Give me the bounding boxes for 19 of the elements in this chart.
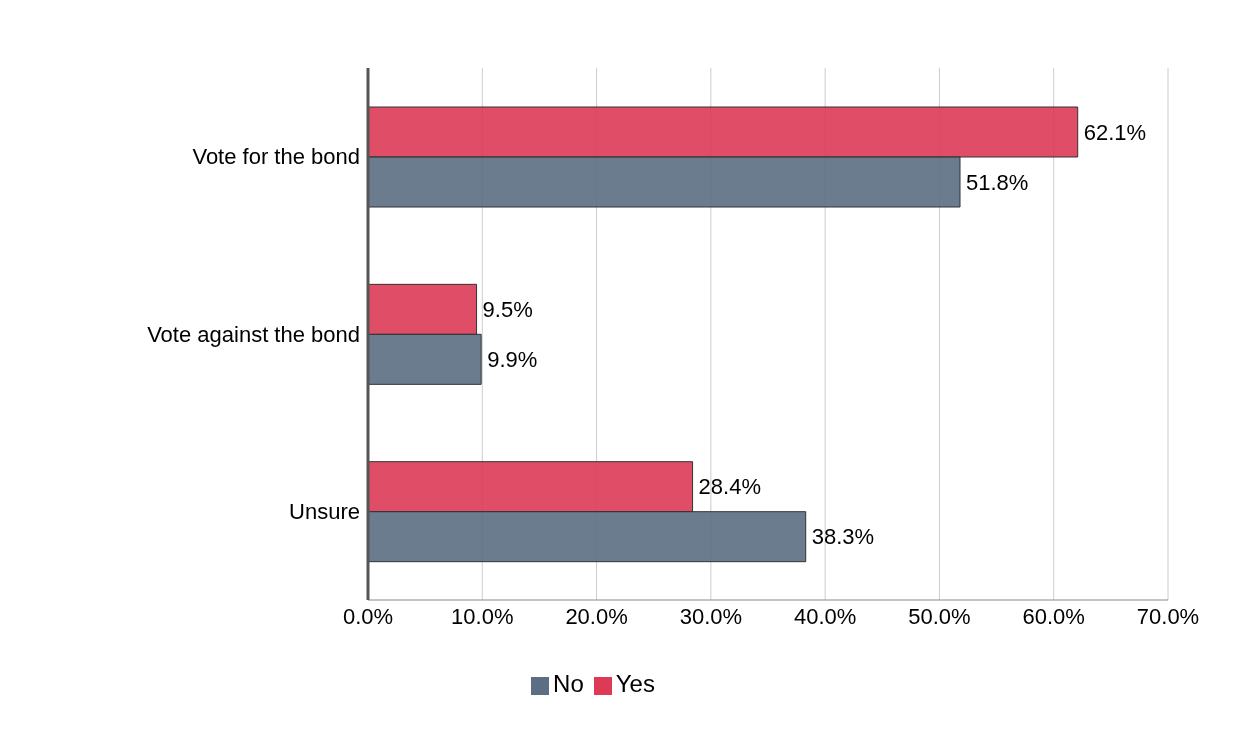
data-label: 9.5% <box>482 296 533 322</box>
data-label: 38.3% <box>811 524 875 550</box>
x-tick-label: 20.0% <box>565 603 628 629</box>
x-tick-label: 50.0% <box>908 603 971 629</box>
x-tick-label: 70.0% <box>1136 603 1200 629</box>
y-tick-label: Unsure <box>289 499 360 525</box>
data-label: 62.1% <box>1083 119 1147 145</box>
legend-label: Yes <box>615 670 655 697</box>
x-tick-label: 60.0% <box>1022 603 1085 629</box>
data-label: 28.4% <box>698 474 761 500</box>
data-label: 51.8% <box>966 169 1029 195</box>
x-tick-label: 40.0% <box>793 603 857 629</box>
x-tick-label: 0.0% <box>342 603 394 629</box>
legend-label: No <box>553 670 584 697</box>
data-label: 9.9% <box>487 346 538 372</box>
x-tick-label: 10.0% <box>451 603 514 629</box>
y-tick-label: Vote against the bond <box>147 321 360 347</box>
y-tick-label: Vote for the bond <box>192 144 360 170</box>
x-tick-label: 30.0% <box>679 603 743 629</box>
